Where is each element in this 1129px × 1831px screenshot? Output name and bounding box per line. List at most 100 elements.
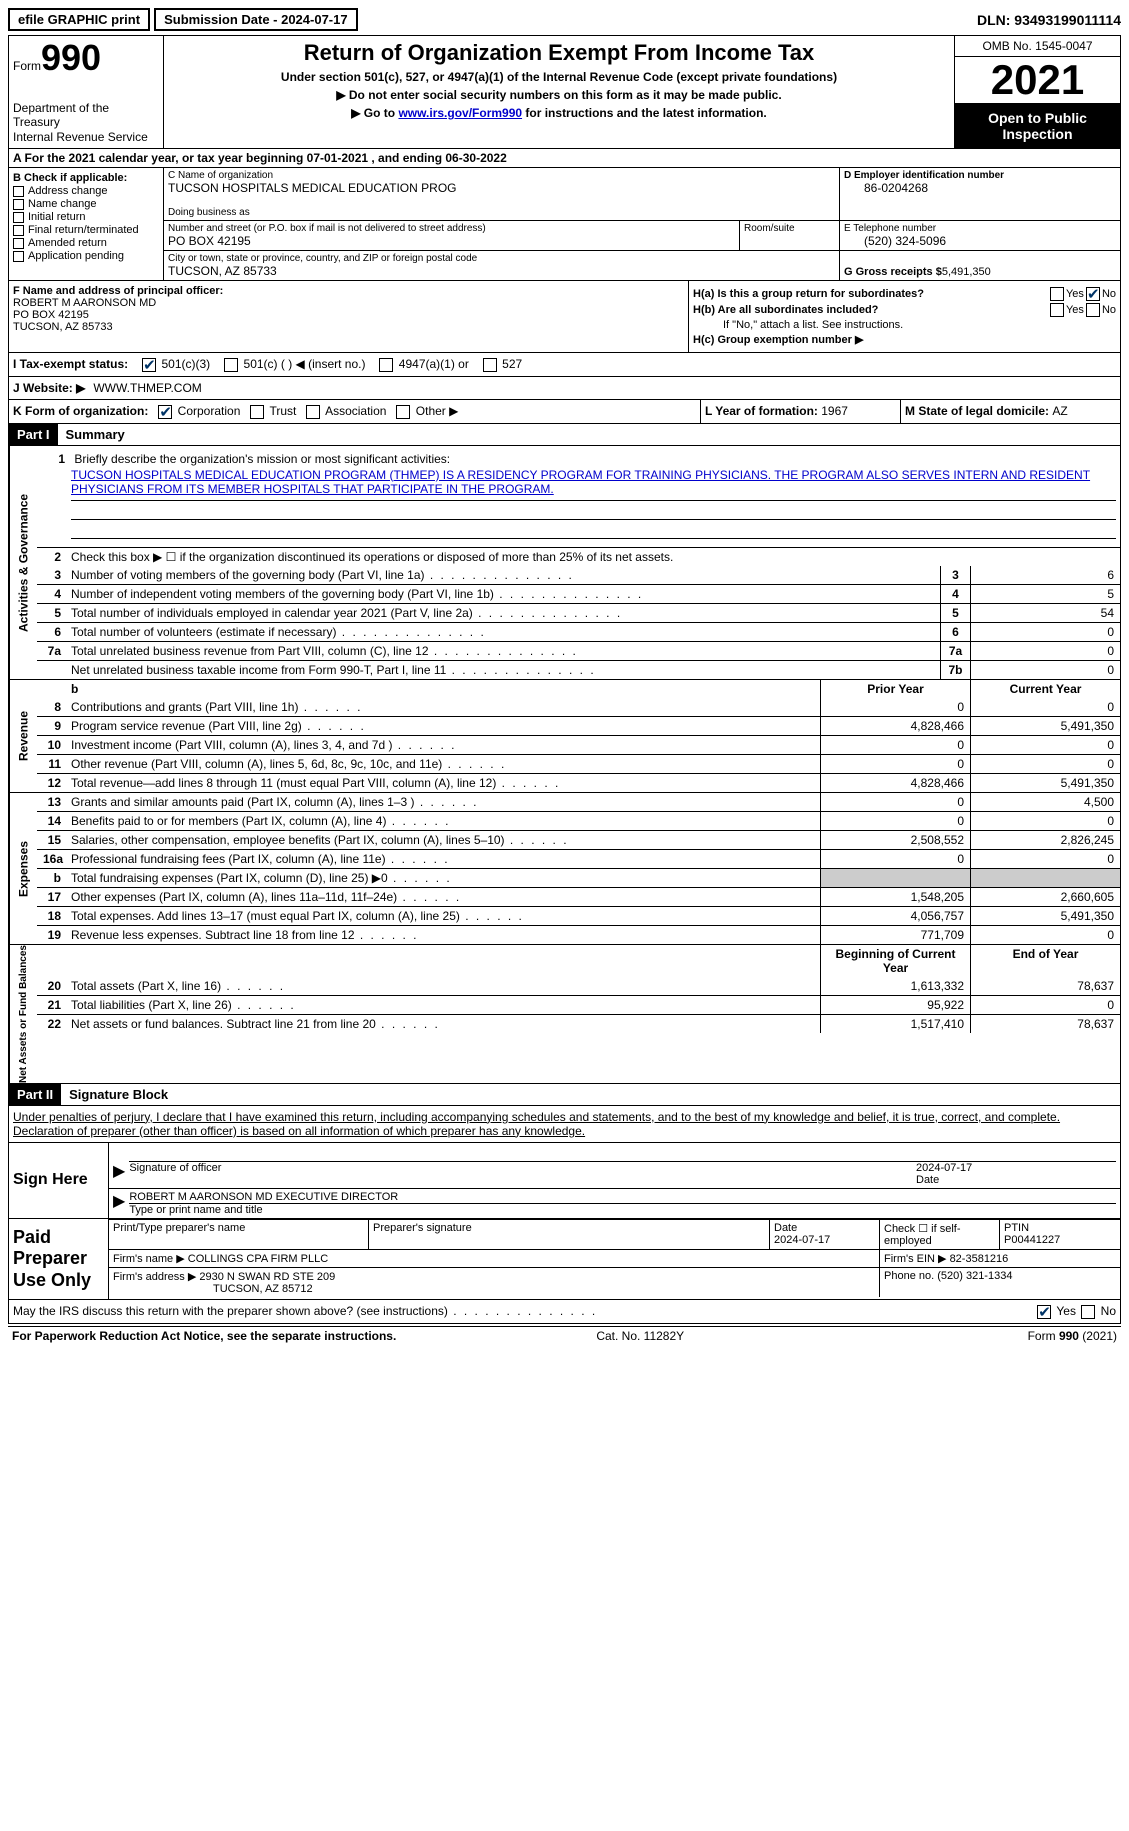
sig-officer-label: Signature of officer — [129, 1161, 916, 1186]
submission-date: Submission Date - 2024-07-17 — [154, 8, 358, 31]
year-formation: 1967 — [821, 404, 848, 418]
chk-4947[interactable] — [379, 358, 393, 372]
form-number: 990 — [41, 37, 101, 78]
omb-number: OMB No. 1545-0047 — [955, 36, 1120, 57]
current-year-hdr: Current Year — [970, 680, 1120, 698]
chk-527[interactable] — [483, 358, 497, 372]
summary-line: 10Investment income (Part VIII, column (… — [37, 735, 1120, 754]
section-bcd: B Check if applicable: Address change Na… — [8, 168, 1121, 281]
ein-value: 86-0204268 — [844, 181, 1116, 195]
part2-header: Part II — [9, 1084, 61, 1105]
year-formation-label: L Year of formation: — [705, 404, 821, 418]
chk-other[interactable] — [396, 405, 410, 419]
summary-line: 13Grants and similar amounts paid (Part … — [37, 793, 1120, 811]
chk-initial-return[interactable]: Initial return — [13, 211, 159, 223]
sign-here-label: Sign Here — [9, 1143, 109, 1218]
sig-intro: Under penalties of perjury, I declare th… — [9, 1106, 1120, 1142]
form-title: Return of Organization Exempt From Incom… — [172, 40, 946, 66]
chk-corporation[interactable] — [158, 405, 172, 419]
side-net-assets: Net Assets or Fund Balances — [9, 945, 37, 1083]
end-year-hdr: End of Year — [970, 945, 1120, 977]
sig-date: 2024-07-17 — [916, 1162, 972, 1174]
instr-ssn: ▶ Do not enter social security numbers o… — [172, 88, 946, 102]
begin-year-hdr: Beginning of Current Year — [820, 945, 970, 977]
form-subtitle: Under section 501(c), 527, or 4947(a)(1)… — [172, 70, 946, 84]
ha-yes[interactable] — [1050, 287, 1064, 301]
paperwork-notice: For Paperwork Reduction Act Notice, see … — [12, 1329, 396, 1343]
form-label: Form — [13, 59, 41, 73]
prep-date: 2024-07-17 — [774, 1234, 830, 1246]
room-label: Room/suite — [744, 223, 835, 234]
chk-application-pending[interactable]: Application pending — [13, 250, 159, 262]
firm-ein: 82-3581216 — [950, 1253, 1009, 1265]
domicile: AZ — [1052, 404, 1067, 418]
hb-no[interactable] — [1086, 303, 1100, 317]
discuss-yes[interactable] — [1037, 1305, 1051, 1319]
summary-line: 15Salaries, other compensation, employee… — [37, 830, 1120, 849]
summary-line: 19Revenue less expenses. Subtract line 1… — [37, 925, 1120, 944]
firm-addr: 2930 N SWAN RD STE 209 — [199, 1271, 335, 1283]
ha-no[interactable] — [1086, 287, 1100, 301]
summary-line: 17Other expenses (Part IX, column (A), l… — [37, 887, 1120, 906]
hb-yes[interactable] — [1050, 303, 1064, 317]
discuss-label: May the IRS discuss this return with the… — [13, 1304, 1035, 1319]
ha-label: H(a) Is this a group return for subordin… — [693, 288, 1048, 300]
form-footer: Form 990 (2021) — [1028, 1329, 1117, 1343]
dln: DLN: 93493199011114 — [977, 12, 1121, 28]
self-employed-chk[interactable]: Check ☐ if self-employed — [880, 1220, 1000, 1249]
chk-amended-return[interactable]: Amended return — [13, 237, 159, 249]
phone-value: (520) 324-5096 — [844, 234, 1116, 248]
summary-line: 6Total number of volunteers (estimate if… — [37, 622, 1120, 641]
discuss-no[interactable] — [1081, 1305, 1095, 1319]
topbar: efile GRAPHIC print Submission Date - 20… — [8, 8, 1121, 31]
org-form-label: K Form of organization: — [13, 404, 148, 418]
page-footer: For Paperwork Reduction Act Notice, see … — [8, 1326, 1121, 1345]
officer-title-label: Type or print name and title — [129, 1203, 1116, 1216]
summary-line: 11Other revenue (Part VIII, column (A), … — [37, 754, 1120, 773]
section-fh: F Name and address of principal officer:… — [8, 281, 1121, 353]
officer-label: F Name and address of principal officer: — [13, 285, 684, 297]
line2: Check this box ▶ ☐ if the organization d… — [67, 548, 1120, 566]
summary-line: 14Benefits paid to or for members (Part … — [37, 811, 1120, 830]
summary-line: 12Total revenue—add lines 8 through 11 (… — [37, 773, 1120, 792]
dba-label: Doing business as — [168, 207, 835, 218]
summary-line: 18Total expenses. Add lines 13–17 (must … — [37, 906, 1120, 925]
summary-line: 9Program service revenue (Part VIII, lin… — [37, 716, 1120, 735]
irs-link[interactable]: www.irs.gov/Form990 — [398, 106, 522, 120]
hb-label: H(b) Are all subordinates included? — [693, 304, 1048, 316]
officer-printed-name: ROBERT M AARONSON MD EXECUTIVE DIRECTOR — [129, 1191, 1116, 1203]
org-name-label: C Name of organization — [168, 170, 835, 181]
prep-sig-label: Preparer's signature — [373, 1222, 765, 1234]
dept-label: Department of the Treasury Internal Reve… — [13, 101, 159, 144]
paid-preparer-label: Paid Preparer Use Only — [9, 1219, 109, 1300]
chk-association[interactable] — [306, 405, 320, 419]
section-j: J Website: ▶ WWW.THMEP.COM — [8, 377, 1121, 400]
domicile-label: M State of legal domicile: — [905, 404, 1052, 418]
section-a: A For the 2021 calendar year, or tax yea… — [8, 149, 1121, 168]
summary-line: 8Contributions and grants (Part VIII, li… — [37, 698, 1120, 716]
chk-final-return[interactable]: Final return/terminated — [13, 224, 159, 236]
arrow-icon: ▶ — [113, 1191, 125, 1216]
section-k: K Form of organization: Corporation Trus… — [8, 400, 1121, 424]
ptin: P00441227 — [1004, 1234, 1060, 1246]
officer-name: ROBERT M AARONSON MD — [13, 297, 684, 309]
part1-header: Part I — [9, 424, 58, 445]
efile-button[interactable]: efile GRAPHIC print — [8, 8, 150, 31]
street-value: PO BOX 42195 — [168, 234, 735, 248]
chk-501c3[interactable] — [142, 358, 156, 372]
firm-name: COLLINGS CPA FIRM PLLC — [188, 1253, 328, 1265]
summary-line: bTotal fundraising expenses (Part IX, co… — [37, 868, 1120, 887]
tax-status-label: I Tax-exempt status: — [13, 357, 128, 371]
chk-trust[interactable] — [250, 405, 264, 419]
form-header: Form990 Department of the Treasury Inter… — [8, 35, 1121, 149]
summary-line: 20Total assets (Part X, line 16)1,613,33… — [37, 977, 1120, 995]
street-label: Number and street (or P.O. box if mail i… — [168, 223, 735, 234]
mission-label: Briefly describe the organization's miss… — [74, 452, 450, 466]
chk-501c[interactable] — [224, 358, 238, 372]
chk-name-change[interactable]: Name change — [13, 198, 159, 210]
prior-year-hdr: Prior Year — [820, 680, 970, 698]
part1-title: Summary — [58, 424, 133, 445]
section-b: B Check if applicable: Address change Na… — [9, 168, 164, 280]
chk-address-change[interactable]: Address change — [13, 185, 159, 197]
instr-link: ▶ Go to www.irs.gov/Form990 for instruct… — [172, 106, 946, 120]
